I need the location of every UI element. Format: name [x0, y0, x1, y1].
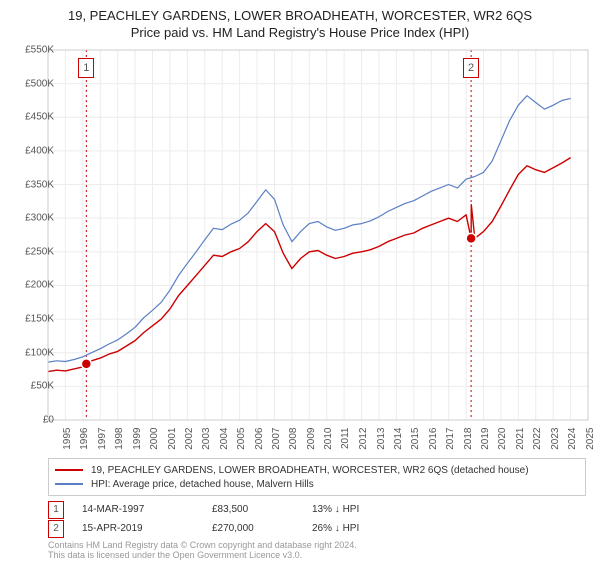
transaction-diff: 26% ↓ HPI — [312, 523, 432, 534]
chart-title-address: 19, PEACHLEY GARDENS, LOWER BROADHEATH, … — [0, 0, 600, 23]
transaction-price: £270,000 — [212, 523, 312, 534]
y-tick-label: £350K — [25, 179, 54, 190]
transaction-badge: 2 — [48, 520, 64, 538]
y-tick-label: £500K — [25, 78, 54, 89]
y-tick-label: £300K — [25, 213, 54, 224]
y-tick-label: £200K — [25, 280, 54, 291]
legend-label: HPI: Average price, detached house, Malv… — [91, 479, 314, 490]
footer-attribution: Contains HM Land Registry data © Crown c… — [48, 540, 357, 561]
legend-label: 19, PEACHLEY GARDENS, LOWER BROADHEATH, … — [91, 465, 529, 476]
legend-swatch — [55, 483, 83, 485]
x-tick-label: 2001 — [166, 428, 177, 450]
x-tick-label: 2024 — [567, 428, 578, 450]
transaction-marker-badge: 1 — [78, 58, 94, 78]
x-tick-label: 2014 — [393, 428, 404, 450]
legend-item-price-paid: 19, PEACHLEY GARDENS, LOWER BROADHEATH, … — [55, 463, 579, 477]
x-tick-label: 2013 — [375, 428, 386, 450]
x-tick-label: 1997 — [97, 428, 108, 450]
legend: 19, PEACHLEY GARDENS, LOWER BROADHEATH, … — [48, 458, 586, 496]
footer-line: Contains HM Land Registry data © Crown c… — [48, 540, 357, 550]
chart-subtitle: Price paid vs. HM Land Registry's House … — [0, 23, 600, 40]
y-tick-label: £150K — [25, 314, 54, 325]
y-tick-label: £400K — [25, 145, 54, 156]
x-tick-label: 2005 — [236, 428, 247, 450]
transaction-list: 1 14-MAR-1997£83,50013% ↓ HPI 2 15-APR-2019… — [48, 500, 586, 538]
transaction-badge: 1 — [48, 501, 64, 519]
x-tick-label: 2003 — [201, 428, 212, 450]
legend-item-hpi: HPI: Average price, detached house, Malv… — [55, 477, 579, 491]
transaction-marker-badge: 2 — [463, 58, 479, 78]
transaction-date: 15-APR-2019 — [82, 523, 212, 534]
x-tick-label: 2015 — [410, 428, 421, 450]
x-tick-label: 2004 — [219, 428, 230, 450]
transaction-price: £83,500 — [212, 504, 312, 515]
y-tick-label: £100K — [25, 347, 54, 358]
x-tick-label: 2007 — [271, 428, 282, 450]
x-tick-label: 2011 — [340, 428, 351, 450]
y-tick-label: £0 — [43, 415, 54, 426]
y-tick-label: £550K — [25, 45, 54, 56]
legend-swatch — [55, 469, 83, 472]
footer-line: This data is licensed under the Open Gov… — [48, 550, 357, 560]
transaction-date: 14-MAR-1997 — [82, 504, 212, 515]
transaction-diff: 13% ↓ HPI — [312, 504, 432, 515]
x-tick-label: 2023 — [549, 428, 560, 450]
y-tick-label: £50K — [31, 381, 54, 392]
x-tick-label: 2006 — [253, 428, 264, 450]
x-tick-label: 2000 — [149, 428, 160, 450]
x-tick-label: 2019 — [480, 428, 491, 450]
x-tick-label: 1998 — [114, 428, 125, 450]
x-tick-label: 2009 — [306, 428, 317, 450]
x-tick-label: 2002 — [184, 428, 195, 450]
x-tick-label: 1995 — [62, 428, 73, 450]
transaction-row: 2 15-APR-2019£270,00026% ↓ HPI — [48, 519, 586, 538]
x-tick-label: 2010 — [323, 428, 334, 450]
x-tick-label: 2022 — [532, 428, 543, 450]
x-tick-label: 2016 — [428, 428, 439, 450]
x-tick-label: 2021 — [515, 428, 526, 450]
x-tick-label: 2008 — [288, 428, 299, 450]
x-tick-label: 1999 — [131, 428, 142, 450]
x-tick-label: 2018 — [462, 428, 473, 450]
transaction-row: 1 14-MAR-1997£83,50013% ↓ HPI — [48, 500, 586, 519]
y-tick-label: £250K — [25, 246, 54, 257]
x-tick-label: 1996 — [79, 428, 90, 450]
x-tick-label: 2020 — [497, 428, 508, 450]
x-tick-label: 2017 — [445, 428, 456, 450]
x-tick-label: 2025 — [584, 428, 595, 450]
y-tick-label: £450K — [25, 112, 54, 123]
chart-plot — [48, 50, 588, 420]
x-tick-label: 2012 — [358, 428, 369, 450]
